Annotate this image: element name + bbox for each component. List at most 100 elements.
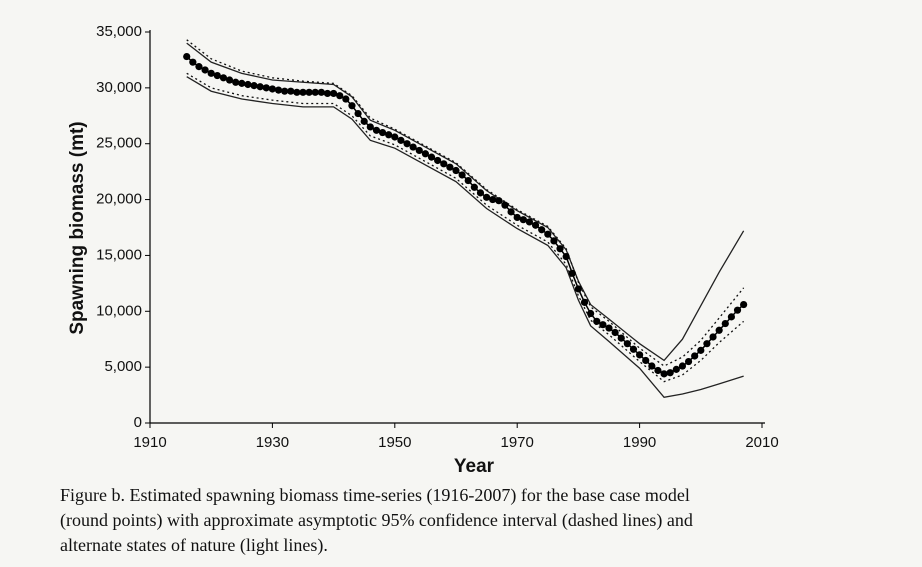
data-point	[605, 324, 613, 332]
data-point	[452, 166, 460, 175]
data-point	[501, 201, 509, 209]
data-point	[421, 150, 429, 158]
y-axis-title: Spawning biomass (mt)	[67, 121, 88, 334]
data-point	[740, 300, 748, 309]
data-point	[207, 69, 215, 77]
y-tick-label: 25,000	[96, 135, 142, 152]
data-point	[385, 131, 393, 139]
data-point	[256, 83, 264, 91]
x-tick-label: 1950	[378, 434, 411, 451]
data-point	[715, 326, 723, 334]
data-point	[587, 309, 595, 318]
caption-line: (round points) with approximate asymptot…	[60, 510, 693, 531]
data-point	[727, 313, 736, 321]
data-point	[703, 340, 711, 348]
data-point	[470, 183, 478, 191]
data-point	[458, 171, 466, 179]
data-point	[268, 85, 276, 93]
data-point	[366, 123, 374, 131]
data-point	[507, 208, 515, 216]
caption-line: Figure b. Estimated spawning biomass tim…	[60, 485, 690, 506]
data-point	[574, 285, 583, 293]
data-point	[232, 78, 240, 86]
data-point	[483, 193, 491, 201]
data-point	[323, 89, 332, 98]
data-point	[721, 319, 729, 328]
data-point	[330, 89, 338, 98]
data-point	[342, 95, 350, 103]
data-point	[219, 74, 228, 82]
data-point	[636, 351, 644, 359]
x-tick-label: 1990	[623, 434, 656, 451]
data-point	[513, 213, 521, 222]
data-point	[672, 365, 680, 373]
data-point	[305, 88, 313, 96]
data-point	[274, 86, 283, 94]
x-axis-title: Year	[454, 456, 495, 477]
data-point	[476, 189, 485, 197]
data-point	[281, 87, 289, 95]
data-point	[189, 58, 197, 66]
data-point	[183, 52, 191, 61]
data-point	[623, 340, 631, 348]
data-point	[733, 306, 742, 314]
x-tick-label: 1910	[133, 434, 166, 451]
y-tick-label: 15,000	[96, 246, 142, 263]
data-point	[617, 334, 625, 342]
data-point	[531, 221, 540, 229]
data-point	[213, 71, 221, 80]
data-point	[550, 237, 558, 245]
data-point	[489, 195, 497, 204]
data-point	[697, 346, 705, 354]
data-point	[611, 328, 619, 337]
dashed-line	[186, 39, 745, 367]
data-point	[378, 128, 387, 137]
data-point	[434, 156, 442, 165]
data-point	[709, 333, 717, 341]
data-point	[415, 146, 423, 155]
data-point	[599, 321, 607, 329]
data-point	[201, 66, 209, 74]
data-point	[225, 76, 234, 84]
y-tick-label: 0	[134, 414, 142, 431]
data-point	[568, 269, 576, 277]
light-line	[186, 76, 744, 399]
data-point	[427, 153, 436, 161]
caption-line: alternate states of nature (light lines)…	[60, 535, 328, 556]
data-point	[262, 84, 270, 92]
data-point	[440, 160, 448, 168]
data-point	[666, 369, 674, 377]
data-point	[538, 226, 546, 234]
data-point	[244, 80, 252, 89]
data-point	[287, 87, 295, 95]
data-point	[464, 176, 472, 185]
data-point	[580, 298, 589, 306]
data-point	[525, 218, 534, 226]
data-point	[642, 356, 650, 365]
y-tick-label: 5,000	[104, 358, 142, 375]
data-point	[519, 216, 527, 224]
data-point	[250, 82, 258, 90]
x-tick-label: 1970	[501, 434, 534, 451]
data-point	[336, 92, 344, 100]
data-point	[654, 366, 662, 375]
data-point	[299, 88, 307, 96]
data-point	[403, 140, 411, 148]
data-point	[678, 362, 687, 370]
y-tick-label: 30,000	[96, 79, 142, 96]
data-point	[195, 63, 203, 71]
data-point	[238, 79, 246, 87]
data-point	[691, 352, 699, 360]
data-point	[354, 109, 362, 118]
data-point	[348, 102, 356, 110]
data-point	[360, 117, 368, 125]
data-point	[544, 230, 552, 238]
x-tick-label: 1930	[256, 434, 289, 451]
data-point	[648, 362, 656, 370]
y-tick-label: 10,000	[96, 302, 142, 319]
y-tick-label: 20,000	[96, 191, 142, 208]
data-point	[372, 126, 381, 134]
data-point	[684, 357, 693, 366]
data-point	[409, 143, 417, 151]
